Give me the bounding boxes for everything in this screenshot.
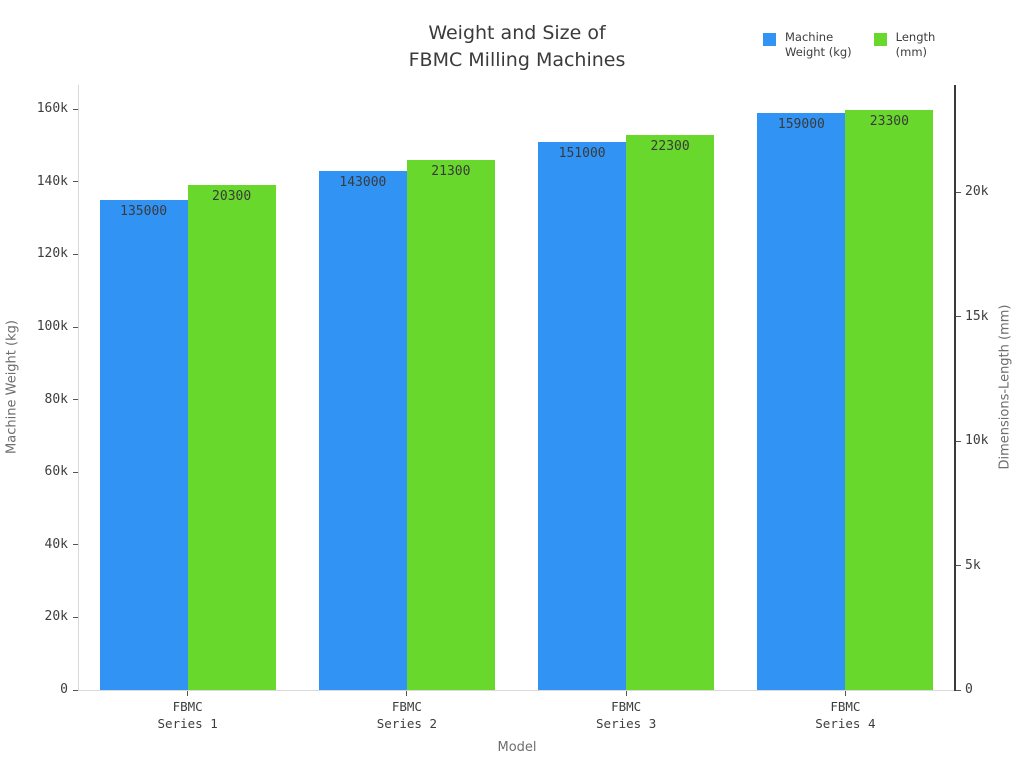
right-tick-mark (956, 191, 961, 193)
x-category-label-line: FBMC (172, 699, 203, 714)
machine-weight-swatch-icon (763, 33, 776, 46)
left-tick-label: 140k (36, 173, 68, 189)
bar-value-label: 21300 (431, 163, 471, 179)
left-tick-mark (73, 108, 78, 110)
x-category-label: FBMC Series 2 (317, 698, 497, 732)
left-tick-label: 0 (60, 682, 68, 697)
x-axis-line (78, 690, 956, 691)
x-tick-mark (625, 691, 627, 696)
x-category-label-line: Series 4 (815, 716, 876, 731)
right-tick-mark (956, 316, 961, 318)
x-category-label: FBMC Series 4 (755, 698, 935, 732)
left-tick-mark (73, 181, 78, 183)
left-tick-mark (73, 544, 78, 546)
x-tick-mark (187, 691, 189, 696)
right-tick-label: 15k (965, 308, 989, 324)
right-tick-mark (956, 440, 961, 442)
bar-weight-2 (318, 170, 407, 690)
bar-value-label: 135000 (120, 203, 168, 219)
x-category-label-line: Series 2 (376, 716, 437, 731)
chart-title-line1: Weight and Size of (428, 22, 606, 44)
bar-value-label: 151000 (558, 145, 606, 161)
x-axis-title: Model (497, 740, 537, 755)
chart-title: Weight and Size of FBMC Milling Machines (409, 20, 626, 74)
left-tick-label: 20k (44, 609, 68, 625)
left-tick-mark (73, 689, 78, 691)
legend-label-machine-weight: Machine Weight (kg) (785, 30, 852, 60)
x-category-label: FBMC Series 1 (98, 698, 278, 732)
x-tick-mark (844, 691, 846, 696)
left-tick-label: 160k (36, 101, 68, 117)
right-tick-label: 10k (965, 433, 989, 449)
legend-label-line: (mm) (895, 45, 928, 59)
left-tick-label: 100k (36, 319, 68, 334)
left-tick-label: 60k (44, 464, 68, 480)
bar-length-2 (406, 159, 495, 690)
left-tick-mark (73, 616, 78, 618)
length-swatch-icon (873, 33, 887, 46)
legend-label-length: Length (mm) (896, 30, 936, 60)
legend-item-length: Length (mm) (873, 30, 936, 60)
x-category-label: FBMC Series 3 (536, 698, 716, 732)
right-tick-label: 0 (965, 682, 973, 697)
x-tick-mark (406, 691, 408, 696)
left-axis-title: Machine Weight (kg) (4, 320, 20, 454)
legend-item-machine-weight: Machine Weight (kg) (763, 30, 852, 60)
x-category-label-line: Series 1 (157, 716, 218, 731)
bar-weight-3 (538, 141, 627, 690)
right-axis-spine (954, 85, 956, 691)
bar-value-label: 159000 (777, 116, 825, 132)
left-tick-mark (73, 471, 78, 473)
bar-value-label: 143000 (339, 174, 387, 190)
right-tick-mark (956, 689, 961, 691)
bar-length-1 (187, 184, 276, 690)
x-category-label-line: FBMC (611, 699, 642, 714)
right-tick-mark (956, 565, 961, 566)
bar-value-label: 20300 (212, 188, 252, 204)
x-category-label-line: FBMC (391, 699, 422, 714)
bar-length-4 (845, 109, 934, 690)
right-tick-label: 5k (965, 557, 981, 573)
left-tick-label: 40k (44, 536, 68, 552)
plot-area: 135000 143000 151000 159000 20300 21300 22300 2… (78, 85, 955, 690)
left-tick-mark (73, 326, 78, 328)
legend-label-line: Length (895, 30, 936, 44)
bar-value-label: 22300 (650, 138, 690, 154)
x-category-label-line: Series 3 (596, 716, 657, 731)
legend-label-line: Weight (kg) (785, 45, 852, 59)
right-tick-label: 20k (965, 184, 989, 200)
chart-title-line2: FBMC Milling Machines (408, 49, 626, 71)
left-axis-spine (78, 85, 79, 690)
bar-length-3 (626, 134, 715, 690)
legend-label-line: Machine (785, 30, 834, 44)
left-tick-mark (73, 253, 78, 255)
left-tick-label: 120k (36, 246, 68, 262)
x-category-label-line: FBMC (830, 699, 861, 714)
bar-weight-4 (757, 112, 846, 690)
left-tick-mark (73, 399, 78, 401)
bar-weight-1 (99, 199, 188, 690)
legend: Machine Weight (kg) Length (mm) (763, 30, 935, 60)
bar-value-label: 23300 (869, 113, 909, 129)
left-tick-label: 80k (44, 391, 68, 407)
